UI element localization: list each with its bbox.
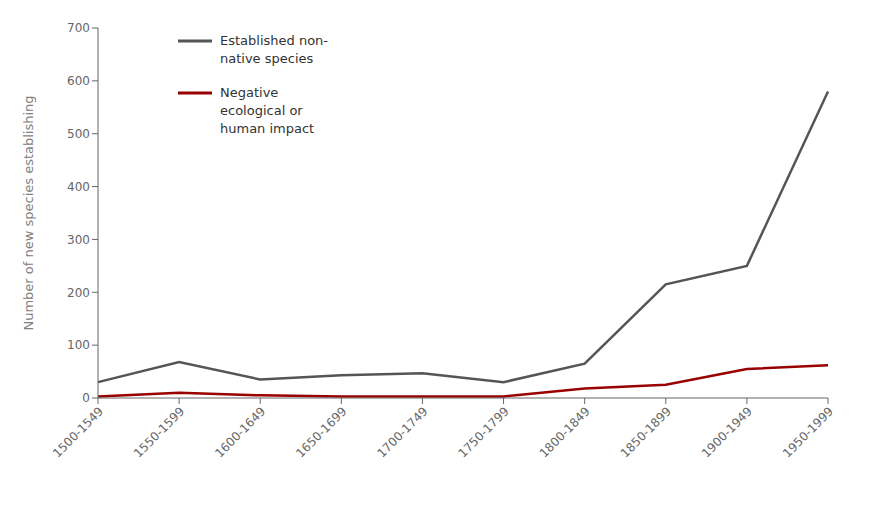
html-text:Established non- native specie: Established non- native species (220, 33, 328, 66)
svg-text:1750-1799: 1750-1799 (456, 404, 512, 460)
svg-text:1950-1999: 1950-1999 (780, 404, 836, 460)
svg-text:1850-1899: 1850-1899 (618, 404, 674, 460)
svg-text:Number of new species establis: Number of new species establishing (21, 95, 36, 330)
svg-text:700: 700 (67, 21, 90, 35)
svg-text:200: 200 (67, 286, 90, 300)
svg-text:0: 0 (82, 391, 90, 405)
svg-text:1800-1849: 1800-1849 (537, 404, 593, 460)
svg-text:400: 400 (67, 180, 90, 194)
svg-text:500: 500 (67, 127, 90, 141)
svg-text:1600-1649: 1600-1649 (212, 404, 268, 460)
svg-text:1900-1949: 1900-1949 (699, 404, 755, 460)
html-text:Negative ecological or human i: Negative ecological or human impact (220, 85, 315, 136)
svg-text:1550-1599: 1550-1599 (131, 404, 187, 460)
svg-text:100: 100 (67, 338, 90, 352)
svg-text:1500-1549: 1500-1549 (50, 404, 106, 460)
svg-text:600: 600 (67, 74, 90, 88)
svg-text:300: 300 (67, 233, 90, 247)
svg-text:1650-1699: 1650-1699 (293, 404, 349, 460)
svg-text:1700-1749: 1700-1749 (374, 404, 430, 460)
